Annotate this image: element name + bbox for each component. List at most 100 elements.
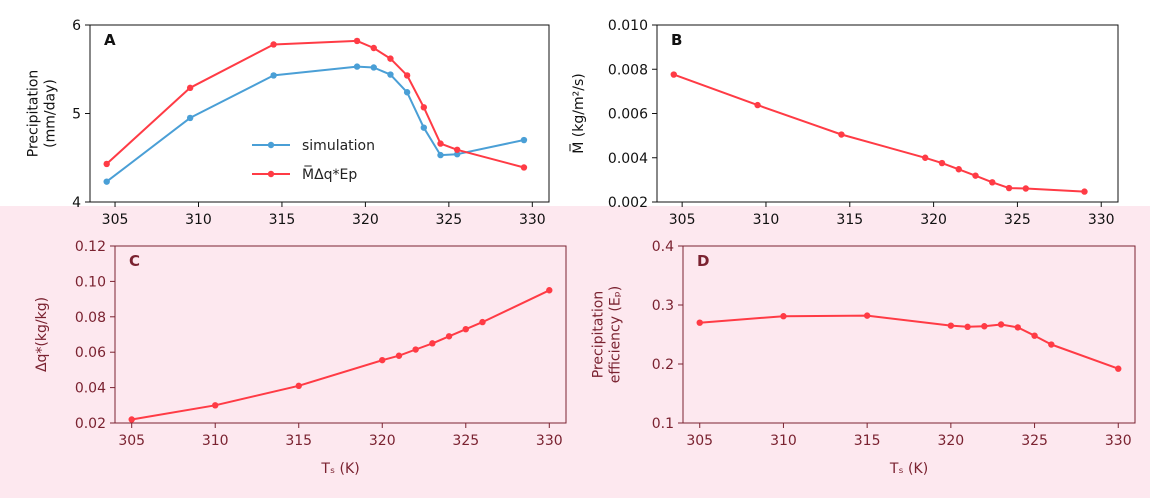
- x-tick-label: 315: [836, 212, 863, 228]
- data-point: [403, 89, 411, 96]
- data-point: [981, 323, 988, 330]
- data-point: [922, 154, 929, 161]
- data-point: [403, 72, 411, 79]
- x-tick-label: 305: [669, 212, 696, 228]
- x-tick-label: 330: [1088, 212, 1115, 228]
- y-tick-label: 0.006: [608, 107, 648, 123]
- x-tick-label: 305: [686, 433, 713, 449]
- data-point: [1022, 185, 1029, 192]
- data-point: [212, 402, 219, 409]
- x-tick-label: 320: [352, 212, 379, 228]
- y-tick-label: 0.10: [75, 274, 106, 290]
- y-axis-label: Δq*(kg/kg): [34, 297, 50, 372]
- x-tick-label: 325: [452, 433, 479, 449]
- y-tick-label: 0.08: [75, 310, 106, 326]
- x-tick-label: 310: [202, 433, 229, 449]
- data-point: [370, 64, 377, 71]
- data-point: [370, 44, 377, 52]
- data-point: [546, 287, 553, 294]
- data-point: [186, 114, 194, 122]
- y-tick-label: 0.004: [608, 151, 648, 167]
- data-point: [270, 72, 277, 79]
- y-tick-label: 0.02: [75, 416, 106, 432]
- panel-label: D: [697, 252, 709, 270]
- y-tick-label: 0.12: [75, 239, 106, 255]
- y-axis-label: M̅ (kg/m²/s): [569, 73, 587, 153]
- plot-frame: [682, 245, 1136, 424]
- data-point: [972, 172, 979, 179]
- x-tick-label: 320: [937, 433, 964, 449]
- plot-frame: [89, 24, 550, 203]
- y-tick-label: 0.3: [652, 298, 674, 314]
- data-point: [947, 322, 955, 329]
- x-tick-label: 305: [118, 433, 145, 449]
- data-point: [353, 37, 361, 45]
- data-point: [412, 346, 419, 353]
- panel-a: A 305 310 315 320 325 330 4 5 6 Precipitation (mm/d…: [26, 18, 550, 228]
- data-point: [1115, 365, 1122, 372]
- x-tick-label: 315: [269, 212, 296, 228]
- y-tick-label: 6: [72, 18, 81, 34]
- data-point: [103, 160, 110, 168]
- y-tick-label: 0.002: [608, 195, 648, 211]
- data-point: [437, 151, 444, 159]
- y-tick-label: 5: [72, 107, 81, 123]
- y-tick-label: 0.1: [652, 416, 674, 432]
- y-tick-label: 0.2: [652, 357, 674, 373]
- x-tick-label: 305: [102, 212, 129, 228]
- data-point: [429, 340, 436, 347]
- panel-b: B 305 310 315 320 325 330 0.002 0.004 0.006 0.008 0…: [569, 18, 1119, 228]
- data-point: [520, 164, 528, 171]
- panel-d: D 305 310 315 320 325 330 0.1 0.2 0.3 0.4 Precipita…: [591, 239, 1136, 477]
- data-point: [1005, 184, 1013, 192]
- data-point: [1031, 332, 1038, 339]
- data-point: [270, 41, 277, 48]
- panel-label: A: [104, 31, 116, 49]
- panel-label: C: [129, 252, 140, 270]
- data-point: [955, 166, 962, 173]
- legend-entry: simulation: [302, 138, 375, 154]
- y-tick-label: 0.04: [75, 381, 106, 397]
- y-tick-label: 4: [72, 195, 81, 211]
- legend-swatch-marker: [267, 141, 275, 149]
- data-point: [863, 312, 871, 319]
- data-point: [520, 136, 528, 144]
- data-point: [420, 104, 428, 111]
- bottom-row-tint: [0, 206, 1150, 498]
- x-tick-label: 320: [920, 212, 947, 228]
- x-tick-label: 320: [369, 433, 396, 449]
- data-point: [1081, 188, 1088, 195]
- x-tick-label: 330: [519, 212, 546, 228]
- y-tick-label: 0.010: [608, 18, 648, 34]
- data-point: [989, 179, 996, 186]
- x-tick-label: 310: [770, 433, 797, 449]
- data-point: [437, 140, 444, 147]
- data-point: [462, 325, 469, 333]
- y-axis-label: efficiency (Eₚ): [608, 286, 624, 383]
- plot-frame: [656, 24, 1119, 203]
- y-tick-label: 0.008: [608, 62, 648, 78]
- data-point: [997, 321, 1005, 328]
- x-axis-label: Tₛ (K): [889, 461, 928, 477]
- data-point: [445, 333, 453, 340]
- data-point: [387, 55, 394, 62]
- data-point: [454, 146, 461, 153]
- panel-c: C 305 310 315 320 325 330 0.02 0.04 0.06 0.08 0.10 0…: [34, 239, 567, 477]
- data-point: [1014, 324, 1022, 331]
- y-tick-label: 0.06: [75, 345, 106, 361]
- x-tick-label: 310: [185, 212, 212, 228]
- data-point: [128, 416, 135, 423]
- data-point: [754, 101, 761, 109]
- x-tick-label: 310: [753, 212, 780, 228]
- y-axis-label: Precipitation: [26, 70, 42, 158]
- data-point: [838, 131, 845, 138]
- y-axis-label: (mm/day): [43, 79, 59, 148]
- x-axis-label: Tₛ (K): [320, 461, 359, 477]
- data-point: [387, 71, 394, 78]
- data-point: [454, 151, 461, 158]
- data-point: [103, 178, 110, 185]
- data-point: [395, 352, 403, 359]
- x-tick-label: 330: [1105, 433, 1132, 449]
- data-point: [1048, 341, 1055, 348]
